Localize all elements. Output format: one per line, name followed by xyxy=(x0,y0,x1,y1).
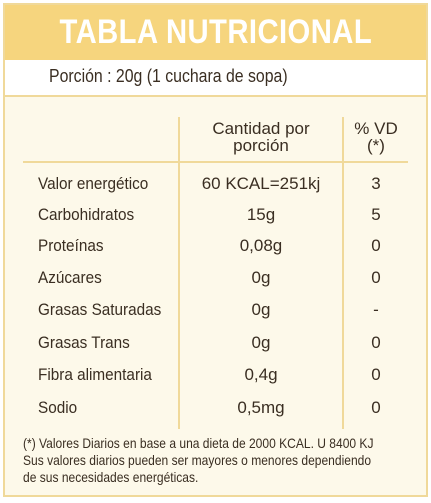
vd-header: % VD (*) xyxy=(344,120,408,154)
portion-row: Porción : 20g (1 cuchara de sopa) xyxy=(5,60,426,97)
row-quantity: 0g xyxy=(251,268,271,287)
title-bar: TABLA NUTRICIONAL xyxy=(5,5,426,60)
quantity-header-line1: Cantidad por xyxy=(212,119,310,138)
vd-header-line1: % VD xyxy=(354,119,398,138)
row-name: Sodio xyxy=(38,398,78,417)
row-quantity: 0g xyxy=(251,300,271,319)
row-quantity: 60 KCAL=251kj xyxy=(201,174,321,193)
row-vd: 0 xyxy=(371,333,381,352)
quantity-header: Cantidad por porción xyxy=(179,120,343,154)
row-vd: 0 xyxy=(371,365,381,384)
vd-header-line2: (*) xyxy=(367,136,385,155)
footnote-line3: de sus necesidades energéticas. xyxy=(23,469,199,485)
row-name: Grasas Saturadas xyxy=(38,300,162,319)
row-vd: 3 xyxy=(371,174,381,193)
row-quantity: 0,4g xyxy=(244,365,278,384)
row-vd: - xyxy=(373,300,379,319)
row-vd: 0 xyxy=(371,236,381,255)
table-title: TABLA NUTRICIONAL xyxy=(59,13,372,51)
row-vd: 0 xyxy=(371,268,381,287)
quantity-header-line2: porción xyxy=(233,136,289,155)
row-name: Azúcares xyxy=(38,268,102,287)
row-vd: 5 xyxy=(371,205,381,224)
footnote: (*) Valores Diarios en base a una dieta … xyxy=(23,435,374,486)
footnote-line1: (*) Valores Diarios en base a una dieta … xyxy=(23,435,374,451)
column-divider-1 xyxy=(178,117,180,429)
row-quantity: 0g xyxy=(251,333,271,352)
row-quantity: 0,5mg xyxy=(237,398,285,417)
row-name: Proteínas xyxy=(38,236,104,255)
row-quantity: 0,08g xyxy=(239,236,283,255)
row-name: Grasas Trans xyxy=(38,333,130,352)
footnote-line2: Sus valores diarios pueden ser mayores o… xyxy=(23,452,372,468)
column-divider-2 xyxy=(342,117,344,429)
row-quantity: 15g xyxy=(246,205,276,224)
row-name: Valor energético xyxy=(38,174,149,193)
row-vd: 0 xyxy=(371,398,381,417)
nutrition-table: TABLA NUTRICIONAL Porción : 20g (1 cucha… xyxy=(3,3,428,497)
portion-size: Porción : 20g (1 cuchara de sopa) xyxy=(49,66,288,86)
row-name: Carbohidratos xyxy=(38,205,135,224)
header-divider xyxy=(23,161,408,163)
row-name: Fibra alimentaria xyxy=(38,365,152,384)
